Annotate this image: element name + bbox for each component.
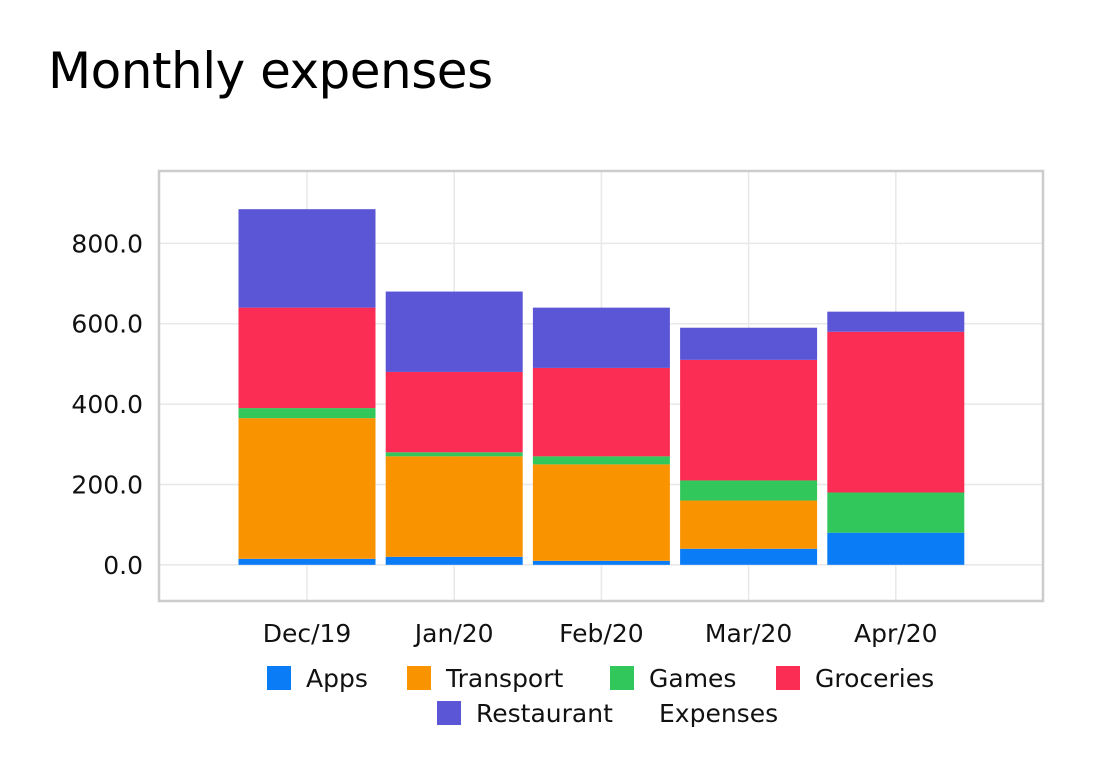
legend-label: Games — [649, 664, 736, 693]
bar-apps-1 — [385, 556, 523, 565]
legend-label: Apps — [306, 664, 368, 693]
bars — [238, 209, 965, 565]
plot-frame — [157, 169, 1045, 603]
bar-groceries-0 — [238, 307, 376, 409]
bar-games-4 — [827, 492, 965, 533]
legend: Apps Transport Games Groceries Restaurant Exp… — [267, 664, 934, 728]
legend-swatch-groceries — [776, 666, 800, 690]
legend-swatch-apps — [267, 666, 291, 690]
bar-apps-0 — [238, 558, 376, 565]
y-tick-label: 400.0 — [71, 390, 143, 419]
y-tick-label: 200.0 — [71, 470, 143, 499]
bar-groceries-3 — [680, 359, 818, 481]
x-tick-label: Dec/19 — [263, 619, 352, 648]
y-tick-label: 600.0 — [71, 310, 143, 339]
legend-label: Groceries — [815, 664, 934, 693]
y-axis-ticks: 0.0 200.0 400.0 600.0 800.0 — [71, 229, 143, 579]
bar-games-2 — [532, 456, 670, 465]
bar-transport-2 — [532, 464, 670, 561]
y-tick-label: 0.0 — [103, 551, 143, 580]
bar-games-1 — [385, 452, 523, 457]
x-tick-label: Feb/20 — [559, 619, 644, 648]
legend-label: Transport — [445, 664, 564, 693]
bar-restaurant-4 — [827, 311, 965, 332]
bar-groceries-2 — [532, 367, 670, 457]
x-tick-label: Mar/20 — [705, 619, 792, 648]
bar-apps-2 — [532, 560, 670, 565]
bar-restaurant-3 — [680, 327, 818, 360]
bar-restaurant-1 — [385, 291, 523, 372]
x-axis-ticks: Dec/19 Jan/20 Feb/20 Mar/20 Apr/20 — [263, 619, 938, 648]
bar-games-3 — [680, 480, 818, 501]
bar-apps-4 — [827, 532, 965, 565]
legend-swatch-restaurant — [437, 701, 461, 725]
legend-label: Restaurant — [476, 699, 613, 728]
legend-swatch-games — [610, 666, 634, 690]
chart-title: Monthly expenses — [48, 42, 493, 100]
bar-groceries-4 — [827, 331, 965, 493]
y-tick-label: 800.0 — [71, 229, 143, 258]
x-tick-label: Apr/20 — [854, 619, 937, 648]
bar-restaurant-0 — [238, 209, 376, 308]
bar-apps-3 — [680, 548, 818, 565]
bar-transport-3 — [680, 500, 818, 549]
legend-swatch-transport — [407, 666, 431, 690]
bar-games-0 — [238, 408, 376, 419]
bar-transport-1 — [385, 456, 523, 557]
bar-groceries-1 — [385, 371, 523, 453]
bar-restaurant-2 — [532, 307, 670, 368]
x-tick-label: Jan/20 — [413, 619, 494, 648]
legend-label-extra: Expenses — [659, 699, 778, 728]
bar-transport-0 — [238, 418, 376, 559]
